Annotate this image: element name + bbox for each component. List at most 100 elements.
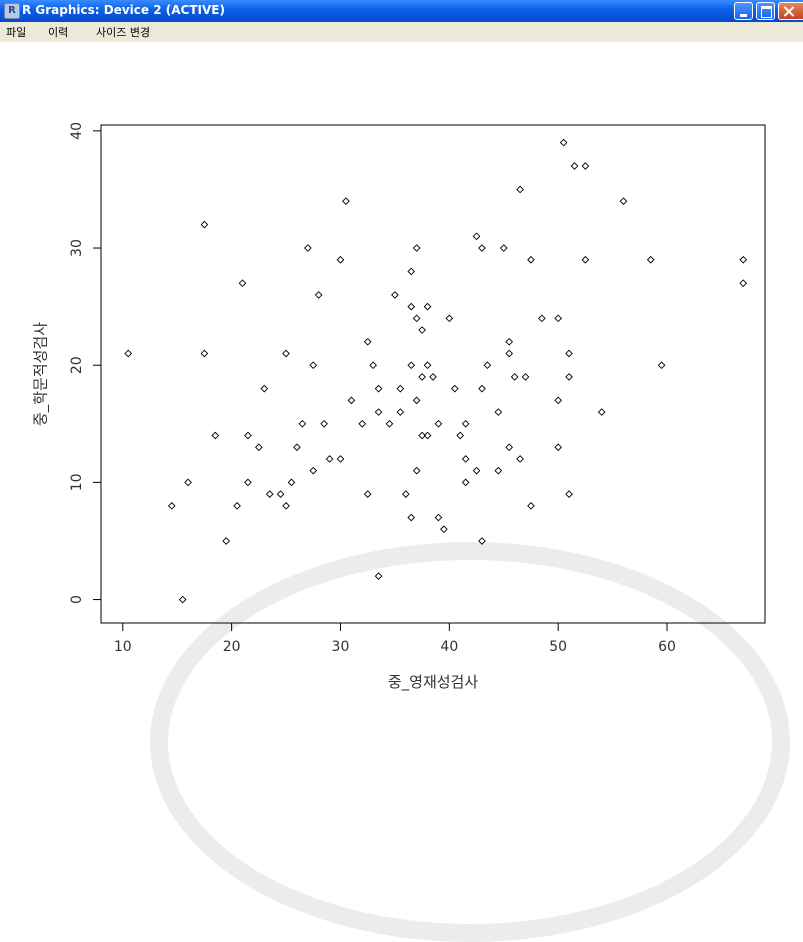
x-tick-label: 60 bbox=[658, 639, 676, 655]
data-point bbox=[211, 431, 220, 440]
x-tick-label: 50 bbox=[549, 639, 567, 655]
data-point bbox=[363, 490, 372, 498]
data-point bbox=[391, 291, 399, 299]
minimize-button[interactable] bbox=[734, 2, 753, 20]
data-point bbox=[374, 384, 383, 393]
data-point bbox=[445, 314, 454, 323]
data-point bbox=[516, 455, 524, 463]
data-point bbox=[559, 138, 568, 147]
data-point bbox=[423, 361, 432, 370]
data-point bbox=[739, 255, 748, 264]
data-point bbox=[342, 197, 350, 206]
data-point bbox=[456, 431, 465, 440]
data-point bbox=[396, 384, 405, 393]
data-point bbox=[538, 314, 546, 323]
data-point bbox=[472, 232, 481, 241]
data-point bbox=[527, 501, 535, 510]
y-tick-label: 30 bbox=[69, 239, 85, 257]
menu-history[interactable]: 이력 bbox=[48, 26, 69, 39]
data-point bbox=[423, 431, 432, 440]
data-point bbox=[282, 349, 290, 358]
data-point bbox=[385, 419, 394, 428]
data-point bbox=[423, 302, 432, 311]
data-point bbox=[200, 220, 209, 229]
data-point bbox=[407, 267, 416, 276]
data-point bbox=[124, 349, 133, 358]
data-point bbox=[565, 490, 573, 498]
data-point bbox=[309, 361, 318, 370]
data-point bbox=[369, 361, 377, 370]
data-point bbox=[429, 373, 437, 381]
plot-area: 10 20 30 40 50 60 0 10 20 30 40 중_영재성검사 중_학문적성검사 bbox=[0, 42, 803, 942]
data-point bbox=[412, 244, 421, 252]
data-point bbox=[597, 408, 606, 416]
data-point bbox=[167, 501, 176, 510]
data-point bbox=[450, 384, 459, 393]
x-tick-label: 30 bbox=[332, 639, 350, 655]
x-tick-label: 20 bbox=[223, 639, 241, 655]
maximize-button[interactable] bbox=[756, 2, 775, 20]
data-point bbox=[407, 513, 416, 522]
data-point bbox=[461, 419, 470, 428]
data-point bbox=[440, 525, 448, 534]
data-point bbox=[412, 466, 421, 475]
data-point bbox=[554, 314, 563, 323]
data-point bbox=[527, 255, 535, 264]
r-logo-icon: R bbox=[4, 3, 20, 19]
data-point bbox=[407, 361, 416, 370]
menu-bar: 파일 이력 사이즈 변경 bbox=[0, 22, 803, 42]
data-point bbox=[412, 396, 421, 405]
data-point bbox=[320, 419, 328, 428]
data-point bbox=[374, 572, 383, 580]
data-point bbox=[336, 455, 345, 463]
data-point bbox=[478, 384, 486, 393]
data-point bbox=[303, 244, 312, 252]
data-point bbox=[505, 443, 514, 452]
data-point bbox=[401, 490, 410, 498]
data-point bbox=[554, 396, 563, 405]
data-point bbox=[238, 279, 247, 288]
y-tick-label: 0 bbox=[69, 595, 85, 604]
data-point bbox=[472, 466, 481, 475]
data-point bbox=[244, 478, 252, 487]
data-point bbox=[499, 244, 508, 252]
data-point bbox=[739, 279, 748, 288]
data-point bbox=[363, 337, 372, 346]
x-tick-label: 40 bbox=[440, 639, 458, 655]
y-tick-label: 20 bbox=[69, 356, 85, 374]
data-point bbox=[336, 255, 345, 264]
data-point bbox=[347, 396, 356, 405]
window-title: R Graphics: Device 2 (ACTIVE) bbox=[22, 3, 225, 17]
title-bar[interactable]: R R Graphics: Device 2 (ACTIVE) bbox=[0, 0, 803, 22]
data-point bbox=[510, 373, 519, 381]
data-point bbox=[244, 431, 252, 440]
data-point bbox=[581, 255, 590, 264]
data-point bbox=[461, 455, 470, 463]
data-point bbox=[521, 373, 530, 381]
menu-file[interactable]: 파일 bbox=[6, 26, 27, 39]
menu-resize[interactable]: 사이즈 변경 bbox=[96, 26, 151, 39]
data-point bbox=[309, 466, 318, 475]
data-point bbox=[374, 408, 383, 416]
data-point bbox=[483, 361, 492, 370]
data-point bbox=[184, 478, 192, 487]
x-axis-label: 중_영재성검사 bbox=[388, 673, 479, 692]
data-point bbox=[418, 373, 426, 381]
data-point bbox=[222, 537, 231, 545]
data-point bbox=[314, 291, 323, 299]
data-point bbox=[287, 478, 296, 487]
x-tick-label: 10 bbox=[114, 639, 132, 655]
data-point bbox=[434, 419, 443, 428]
data-point bbox=[434, 513, 443, 522]
data-point bbox=[461, 478, 470, 487]
data-point bbox=[200, 349, 209, 358]
close-button[interactable] bbox=[778, 2, 803, 20]
data-point bbox=[478, 537, 486, 545]
data-point bbox=[565, 349, 573, 358]
data-point bbox=[265, 490, 274, 498]
data-point bbox=[505, 349, 514, 358]
scatter-plot: 10 20 30 40 50 60 0 10 20 30 40 중_영재성검사 중_학문적성검사 bbox=[32, 122, 766, 692]
data-point bbox=[396, 408, 405, 416]
data-point bbox=[657, 361, 666, 370]
data-point bbox=[516, 185, 524, 194]
